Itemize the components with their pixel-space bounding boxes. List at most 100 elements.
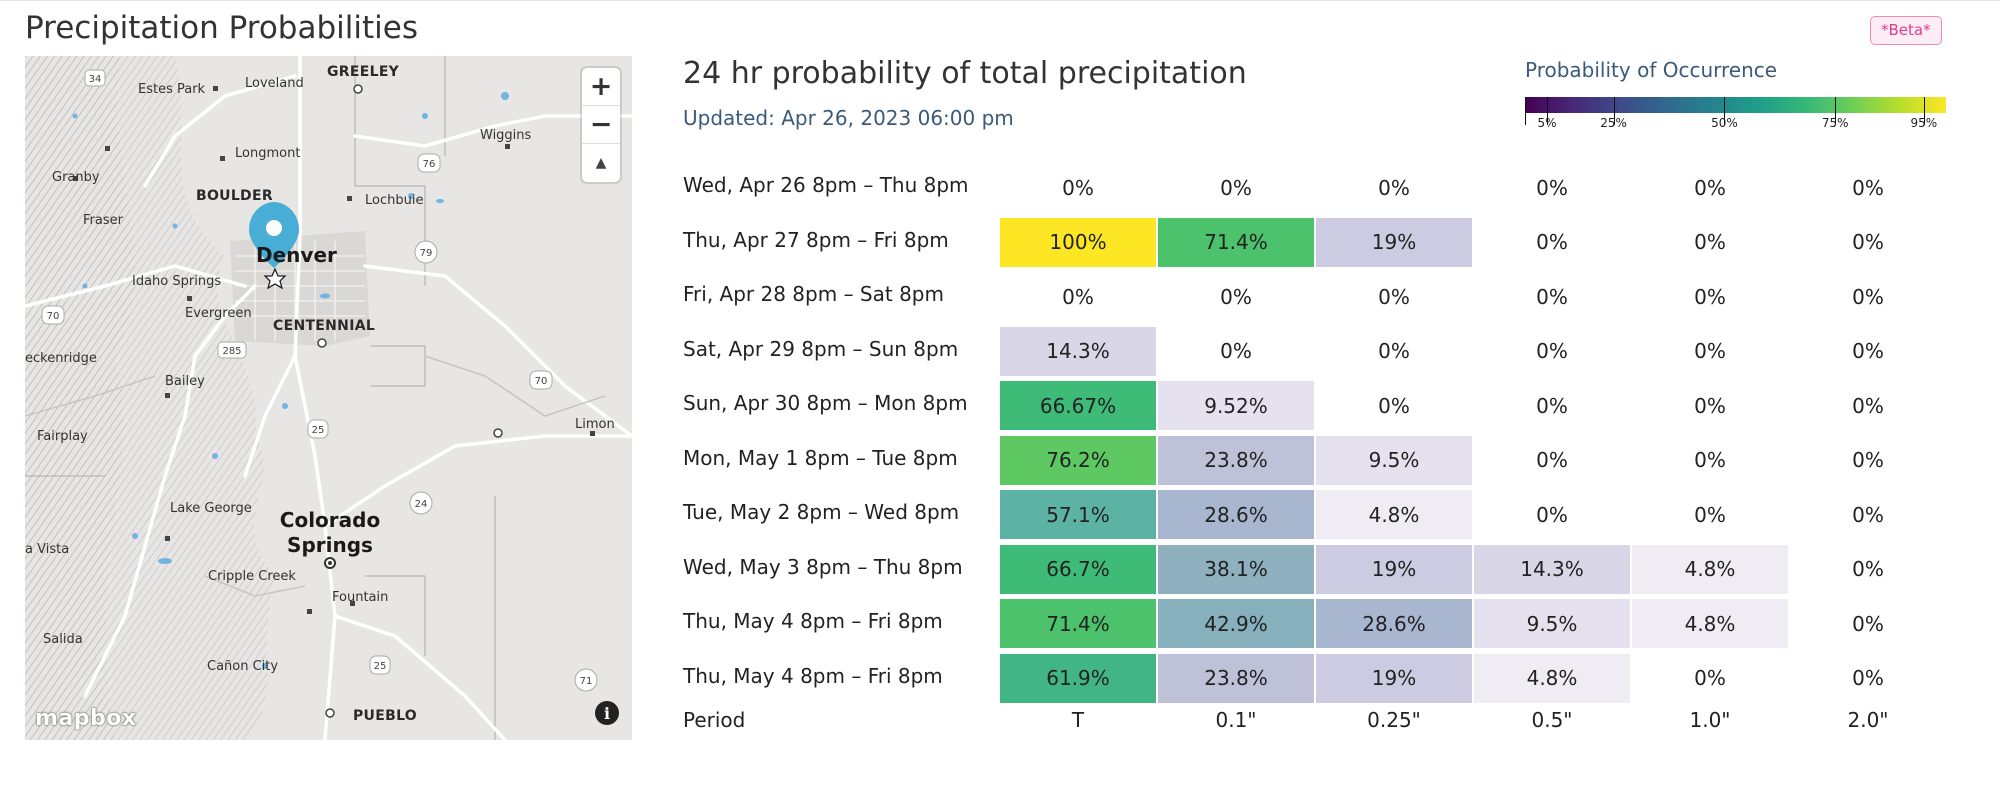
chart-title: 24 hr probability of total precipitation	[683, 56, 1247, 91]
svg-text:76: 76	[423, 159, 436, 170]
probability-cell: 42.9%	[1158, 599, 1314, 648]
column-header-threshold: 0.25"	[1367, 708, 1421, 732]
shield-76: 76	[417, 153, 441, 173]
probability-cell: 0%	[1852, 448, 1884, 472]
probability-cell: 19%	[1316, 544, 1472, 594]
compass-button[interactable]: ▲	[582, 144, 620, 182]
place-cripple-creek: Cripple Creek	[208, 569, 296, 584]
place-fraser: Fraser	[83, 213, 123, 228]
probability-cell: 0%	[1852, 284, 1884, 309]
probability-cell: 71.4%	[1000, 599, 1156, 648]
svg-text:71: 71	[580, 676, 593, 687]
probability-cell: 0%	[1062, 175, 1094, 200]
probability-cell: 4.8%	[1632, 599, 1788, 648]
place-estes-park: Estes Park	[138, 82, 206, 97]
svg-text:79: 79	[420, 248, 433, 259]
probability-cell: 38.1%	[1158, 544, 1314, 594]
probability-cell: 0%	[1220, 284, 1252, 309]
probability-cell: 4.8%	[1632, 544, 1788, 594]
place-lake-george: Lake George	[170, 501, 252, 516]
info-icon[interactable]: i	[595, 701, 619, 725]
probability-cell: 0%	[1852, 502, 1884, 527]
shield-70a: 70	[41, 305, 65, 325]
probability-cell: 0%	[1694, 502, 1726, 527]
place-centennial: CENTENNIAL	[273, 318, 376, 334]
probability-cell: 23.8%	[1158, 653, 1314, 703]
svg-text:25: 25	[374, 661, 387, 672]
place-boulder: BOULDER	[196, 188, 273, 204]
legend-title: Probability of Occurrence	[1525, 58, 1778, 82]
place-canon-city: Cañon City	[207, 659, 279, 674]
svg-text:70: 70	[47, 311, 60, 322]
probability-cell: 0%	[1694, 284, 1726, 309]
mapbox-logo[interactable]: mapbox	[35, 706, 137, 731]
column-header-period: Period	[683, 708, 746, 732]
page-title: Precipitation Probabilities	[25, 10, 418, 46]
probability-cell: 28.6%	[1316, 599, 1472, 648]
probability-cell: 0%	[1852, 230, 1884, 254]
legend-tick-mark	[1525, 97, 1526, 125]
legend-tick-mark	[1923, 97, 1925, 125]
probability-cell: 57.1%	[1000, 490, 1156, 539]
compass-icon: ▲	[595, 155, 607, 171]
place-greeley: GREELEY	[327, 64, 400, 80]
probability-cell: 0%	[1378, 393, 1410, 418]
place-denver: Denver	[256, 243, 337, 267]
map[interactable]: 34 76 79 70 285 70 25 24 25 71 GREELEY E…	[25, 56, 632, 740]
probability-cell: 0%	[1536, 393, 1568, 418]
top-divider	[0, 0, 2000, 1]
row-period-label: Thu, May 4 8pm – Fri 8pm	[683, 663, 943, 688]
probability-cell: 14.3%	[1474, 544, 1630, 594]
row-period-label: Sat, Apr 29 8pm – Sun 8pm	[683, 336, 959, 361]
probability-cell: 0%	[1378, 284, 1410, 309]
map-basemap: 34 76 79 70 285 70 25 24 25 71	[25, 56, 632, 740]
probability-cell: 0%	[1536, 284, 1568, 309]
probability-cell: 0%	[1694, 175, 1726, 200]
column-header-threshold: 0.1"	[1215, 708, 1257, 732]
legend-tick-label: 50%	[1711, 116, 1738, 130]
probability-cell: 0%	[1852, 611, 1884, 636]
svg-text:70: 70	[535, 376, 548, 387]
legend-tick-label: 5%	[1537, 116, 1557, 130]
probability-cell: 0%	[1220, 175, 1252, 200]
updated-timestamp: Updated: Apr 26, 2023 06:00 pm	[683, 106, 1014, 130]
shield-25a: 25	[307, 419, 329, 439]
place-colorado-springs: Colorado Springs	[279, 508, 381, 557]
shield-79: 79	[414, 240, 438, 264]
row-period-label: Tue, May 2 8pm – Wed 8pm	[683, 500, 960, 524]
column-header-threshold: T	[1071, 708, 1085, 732]
probability-cell: 61.9%	[1000, 653, 1156, 703]
row-period-label: Thu, May 4 8pm – Fri 8pm	[683, 609, 943, 633]
place-salida: Salida	[43, 632, 83, 647]
place-breckenridge: eckenridge	[25, 351, 97, 366]
probability-cell: 0%	[1852, 666, 1884, 690]
zoom-in-button[interactable]: +	[582, 68, 620, 106]
row-period-label: Wed, Apr 26 8pm – Thu 8pm	[683, 173, 969, 197]
legend-tick-label: 25%	[1600, 116, 1627, 130]
probability-cell: 0%	[1694, 339, 1726, 363]
zoom-out-button[interactable]: −	[582, 106, 620, 144]
row-period-label: Thu, Apr 27 8pm – Fri 8pm	[683, 227, 949, 252]
column-header-threshold: 0.5"	[1531, 708, 1573, 732]
probability-cell: 0%	[1852, 557, 1884, 581]
probability-cell: 0%	[1694, 666, 1726, 690]
probability-cell: 19%	[1316, 653, 1472, 703]
probability-cell: 0%	[1852, 393, 1884, 418]
row-period-label: Fri, Apr 28 8pm – Sat 8pm	[683, 282, 944, 306]
probability-cell: 76.2%	[1000, 435, 1156, 485]
row-period-label: Wed, May 3 8pm – Thu 8pm	[683, 554, 963, 579]
probability-cell: 19%	[1316, 217, 1472, 267]
place-granby: Granby	[52, 170, 100, 185]
shield-70b: 70	[529, 370, 553, 390]
place-bailey: Bailey	[165, 374, 205, 389]
row-period-label: Mon, May 1 8pm – Tue 8pm	[683, 445, 958, 470]
place-wiggins: Wiggins	[480, 128, 532, 143]
shield-25b: 25	[369, 655, 391, 675]
shield-71: 71	[574, 668, 598, 692]
probability-cell: 0%	[1694, 448, 1726, 472]
column-header-threshold: 2.0"	[1847, 708, 1889, 732]
probability-cell: 9.5%	[1474, 599, 1630, 648]
probability-cell: 0%	[1694, 393, 1726, 418]
zoom-control: + − ▲	[582, 68, 620, 182]
shield-285: 285	[217, 341, 247, 359]
